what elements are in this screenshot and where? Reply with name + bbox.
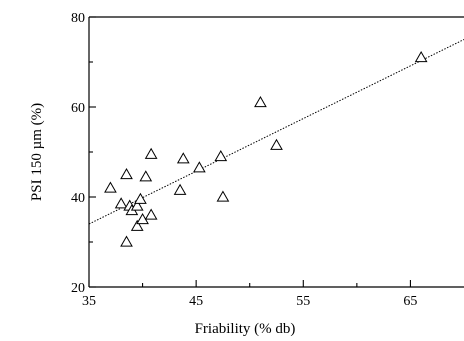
- y-tick-label-60: 60: [71, 101, 85, 116]
- x-axis-title: Friability (% db): [195, 321, 296, 337]
- y-tick-label-40: 40: [71, 191, 85, 206]
- data-point-14: [173, 183, 187, 195]
- data-point-19: [254, 95, 267, 108]
- data-point-15: [176, 152, 190, 164]
- y-axis-ticks: 20 40 60 80: [71, 11, 96, 296]
- x-tick-label-35: 35: [82, 294, 96, 309]
- data-points: [104, 50, 428, 247]
- data-point-1: [104, 181, 117, 193]
- y-tick-label-80: 80: [71, 11, 85, 26]
- plot-area: 35 45 55 65 20 40 60 80: [71, 11, 464, 309]
- data-point-3: [120, 167, 133, 180]
- data-point-17: [214, 149, 228, 162]
- data-point-9: [134, 192, 147, 204]
- data-point-20: [270, 138, 283, 150]
- data-point-21: [414, 50, 428, 63]
- trendline: [88, 39, 464, 225]
- data-point-13: [144, 147, 158, 159]
- x-tick-label-45: 45: [189, 294, 203, 309]
- y-axis-title: PSI 150 µm (%): [29, 103, 45, 201]
- data-point-4: [120, 235, 133, 247]
- data-point-2: [114, 197, 128, 209]
- data-point-18: [216, 190, 230, 202]
- data-point-16: [192, 161, 206, 173]
- trendline-group: [88, 39, 464, 225]
- x-axis-ticks: 35 45 55 65: [82, 280, 417, 309]
- y-tick-label-20: 20: [71, 281, 85, 296]
- data-point-11: [139, 170, 153, 182]
- data-point-12: [144, 208, 158, 220]
- data-point-7: [130, 199, 144, 211]
- data-point-8: [130, 219, 144, 231]
- x-tick-label-55: 55: [296, 294, 310, 309]
- x-tick-label-65: 65: [403, 294, 417, 309]
